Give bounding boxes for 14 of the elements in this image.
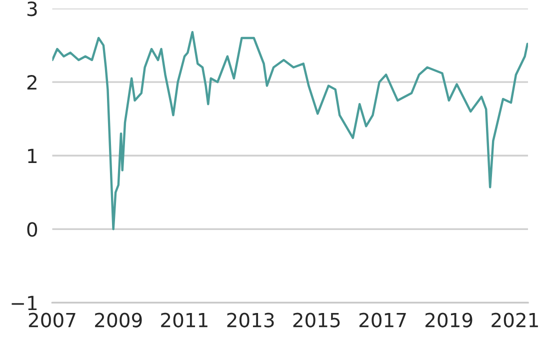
y-tick-label: 3 — [27, 2, 37, 16]
y-tick-label: 1 — [28, 148, 37, 163]
y-tick-label: 0 — [27, 222, 38, 237]
x-tick-label: 2013 — [227, 312, 274, 328]
x-tick-label: 2007 — [28, 312, 76, 328]
x-tick-label: 2017 — [359, 312, 406, 328]
x-tick-label: 2015 — [293, 312, 340, 328]
x-tick-label: 2019 — [426, 312, 472, 328]
x-tick-label: 2021 — [492, 312, 538, 328]
y-tick-label: −1 — [12, 296, 37, 310]
x-tick-label: 2009 — [95, 312, 142, 328]
x-tick-label: 2011 — [161, 312, 208, 328]
y-tick-label: 2 — [27, 75, 36, 90]
line-series — [52, 30, 528, 230]
